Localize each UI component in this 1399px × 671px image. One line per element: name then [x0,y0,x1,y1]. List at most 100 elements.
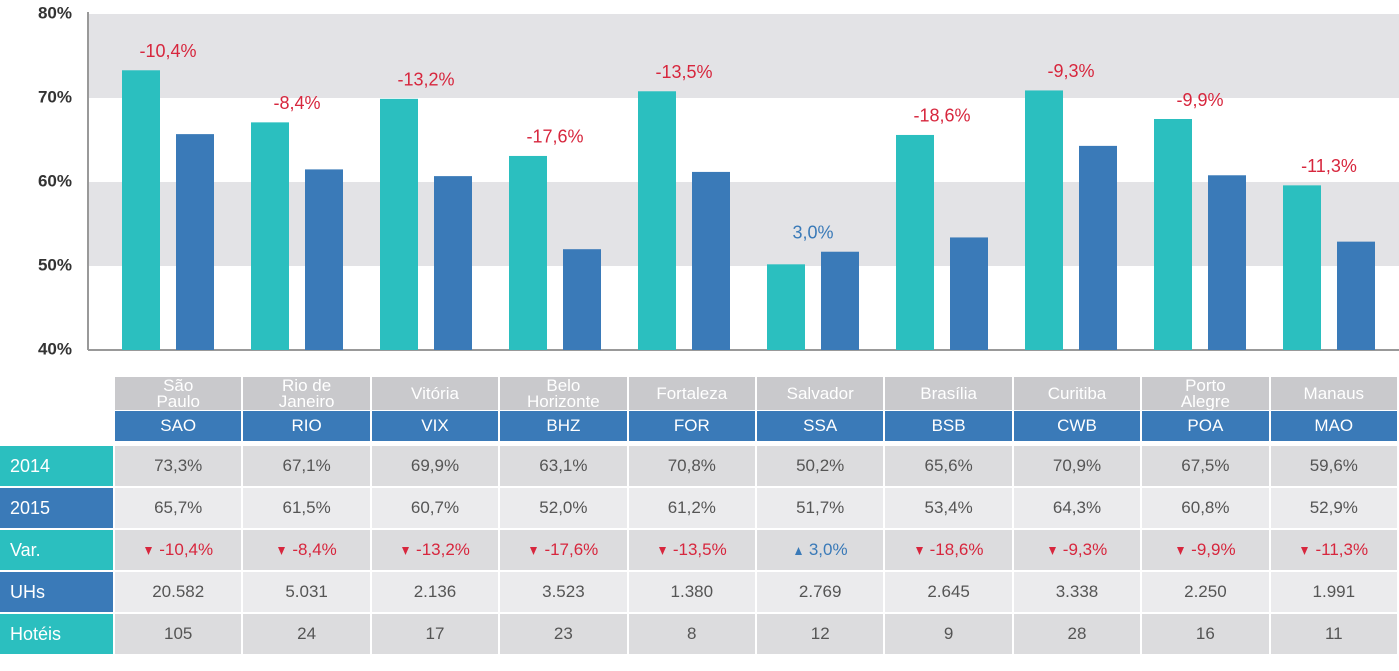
city-name: Vitória [371,377,499,410]
row-label: 2014 [0,446,113,486]
city-code: VIX [371,411,499,441]
bar [767,264,805,350]
table-cell: 2.769 [757,572,884,612]
arrow [1048,547,1056,555]
variation-label: -9,3% [1047,61,1094,81]
cell-text: Rio de Janeiro [278,375,335,411]
city-code: SSA [757,411,884,441]
cell-text: -8,4% [292,540,337,559]
table-cell: 65,7% [115,488,242,528]
table-cell: 70,8% [628,446,755,486]
cell-text: 63,1% [539,456,588,475]
cell-text: 2015 [10,498,51,518]
cell-text: -13,2% [416,540,470,559]
row-label: UHs [0,572,113,612]
bar [896,134,934,350]
table-cell: 28 [1013,614,1141,654]
table-cell: 70,9% [1013,446,1141,486]
table-cell: 69,9% [371,446,499,486]
city-name: Fortaleza [628,377,755,410]
cell-text: 69,9% [410,456,460,475]
cell-text: 52,9% [1309,498,1358,517]
city-name: Rio de Janeiro [243,375,370,411]
y-tick-label: 80% [38,3,72,22]
arrow [530,547,538,555]
cell-text: 9 [943,624,954,643]
variation-label: -17,6% [526,127,583,147]
table-cell: 64,3% [1013,488,1141,528]
city-code: MAO [1270,411,1397,441]
table-cell: 16 [1142,614,1269,654]
cell-text: Salvador [786,383,854,403]
variation-label: -9,9% [1176,90,1223,110]
table-cell: 8 [628,614,755,654]
table-cell: 1.380 [628,572,755,612]
table-cell: 67,1% [243,446,370,486]
down-arrow [1301,547,1309,555]
down-arrow [1048,547,1056,555]
table-cell: -17,6% [500,530,627,570]
row-label: 2015 [0,488,113,528]
table-cell: -11,3% [1270,530,1397,570]
city-name: Curitiba [1013,377,1141,410]
arrow [402,547,410,555]
variation-label: -10,4% [139,41,196,61]
table-cell: 73,3% [115,446,242,486]
variation-label: -8,4% [273,93,320,113]
city-code: BHZ [500,411,627,441]
city-code: SAO [115,411,242,441]
cell-text: 70,8% [667,456,716,475]
city-code: POA [1142,411,1269,441]
table-cell: 17 [371,614,499,654]
table-cell: 51,7% [757,488,884,528]
cell-text: -10,4% [159,540,214,559]
table-cell: 61,2% [628,488,755,528]
city-code: BSB [885,411,1012,441]
bar [1283,185,1321,350]
bar [1208,175,1246,350]
table-cell: 52,9% [1270,488,1397,528]
cell-text: 1.991 [1312,582,1356,601]
cell-text: 52,0% [539,498,588,517]
y-tick-label: 50% [38,255,72,274]
table-cell: 20.582 [115,572,242,612]
bar [305,169,343,350]
cell-text: 64,3% [1052,498,1102,517]
grid-band [88,14,1399,98]
table-cell: 60,7% [371,488,499,528]
table-cell: 53,4% [885,488,1012,528]
cell-text: 61,2% [667,498,716,517]
bar [821,251,859,350]
bar [122,70,160,350]
down-arrow [530,547,538,555]
table-cell: -9,3% [1013,530,1141,570]
cell-text: 51,7% [796,498,845,517]
bar [434,176,472,350]
cell-text: MAO [1314,416,1354,435]
arrow [915,547,923,555]
variation-label: -11,3% [1301,156,1357,176]
table-cell: -18,6% [885,530,1012,570]
bar [950,237,988,350]
cell-text: -18,6% [929,540,984,559]
bar [251,122,289,350]
table-cell: -9,9% [1142,530,1269,570]
table-cell: 3.523 [500,572,627,612]
cell-text: POA [1187,416,1224,435]
cell-text: 59,6% [1309,456,1358,475]
table-cell: 61,5% [243,488,370,528]
cell-text: 105 [164,624,193,643]
bar [509,155,547,350]
cell-text: 20.582 [152,582,205,601]
cell-text: Belo Horizonte [527,375,600,411]
bar [1337,241,1375,350]
cell-text: Var. [10,540,41,560]
cell-text: Fortaleza [656,383,728,403]
row-label: Var. [0,530,113,570]
table-cell: 23 [500,614,627,654]
table-cell: 2.645 [885,572,1012,612]
up-arrow [794,547,802,555]
down-arrow [915,547,923,555]
cell-text: SAO [160,416,197,435]
